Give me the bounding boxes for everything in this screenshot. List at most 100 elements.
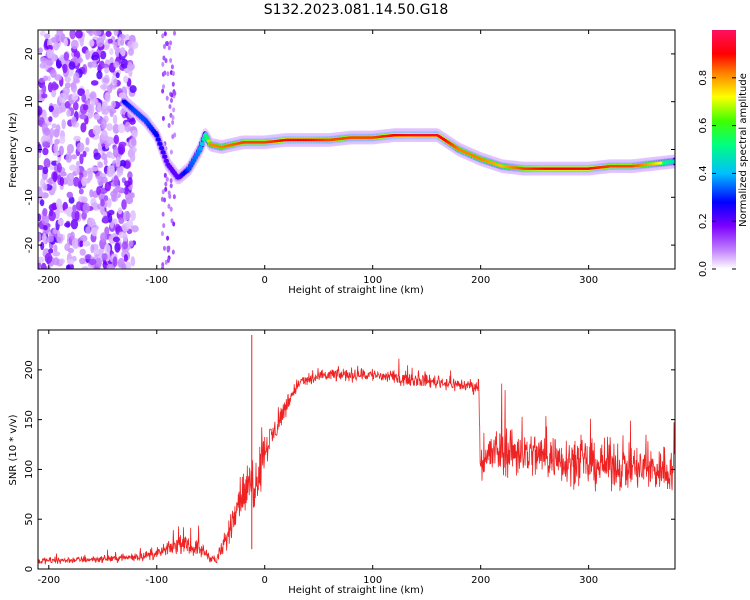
spectrogram-ridge-mid [160, 150, 166, 155]
spectrogram-noise-blob [75, 201, 82, 211]
spectrogram-noise-blob [39, 62, 47, 69]
spectrogram-noise-blob [164, 181, 168, 187]
spectrogram-noise-blob [130, 256, 136, 267]
spectrogram-noise-blob [82, 104, 89, 111]
spectrogram-noise-blob [38, 213, 42, 222]
spectrogram-noise-blob [169, 98, 173, 104]
spectrogram-noise-blob [167, 45, 171, 51]
spectrogram-noise-blob [127, 149, 135, 158]
spectrogram-noise-blob [117, 123, 126, 134]
spectrogram-noise-blob [162, 245, 166, 251]
spectrogram-noise-blob [163, 197, 167, 203]
spectrogram-noise-blob [106, 197, 112, 208]
spectrogram-noise-blob [164, 58, 168, 64]
spectrogram-noise-blob [64, 76, 71, 83]
spectrogram-noise-blob [102, 77, 109, 83]
spectrogram-noise-blob [69, 30, 76, 40]
spectrogram-noise-blob [70, 39, 79, 50]
spectrogram-noise-blob [41, 93, 48, 99]
spectrogram-noise-blob [115, 72, 120, 79]
spectrogram-noise-blob [131, 41, 139, 49]
spectrogram-y-ticks: -20 -10 0 10 20 [24, 48, 675, 253]
colorbar-gradient [712, 30, 736, 269]
spectrogram-noise-blob [122, 232, 128, 243]
spectrogram-noise-blob [71, 210, 76, 220]
spectrogram-noise-blob [161, 189, 165, 195]
spectrogram-noise-blob [112, 123, 120, 134]
spectrogram-noise-blob [127, 177, 133, 186]
spectrogram-noise-blob [62, 63, 68, 74]
spectrogram-noise-blob [129, 192, 135, 199]
spectrogram-background [38, 30, 675, 269]
spectrogram-noise-blob [55, 124, 61, 134]
spectrogram-noise-blob [51, 123, 57, 129]
snr-x-tick-label: -200 [37, 575, 60, 586]
spectrogram-noise-blob [44, 252, 53, 264]
spectrogram-noise-blob [57, 218, 64, 226]
spectrogram-noise-blob [128, 240, 134, 247]
spectrogram-noise-blob [45, 59, 54, 66]
spectrogram-noise-blob [52, 251, 61, 257]
spectrogram-noise-blob [73, 135, 81, 142]
spectrogram-noise-blob [53, 143, 59, 154]
spectrogram-noise-blob [130, 136, 137, 147]
spectrogram-noise-blob [161, 61, 165, 67]
spectrogram-noise-blob [172, 89, 176, 95]
spectrogram-noise-blob [84, 146, 90, 153]
snr-x-tick-label: 300 [579, 575, 598, 586]
spectrogram-noise-blob [171, 81, 175, 87]
colorbar: 0.0 0.2 0.4 0.6 0.8 Normalized spectral ampl… [698, 30, 749, 277]
spectrogram-noise-blob [85, 226, 91, 234]
spectrogram-noise-blob [115, 156, 121, 168]
spectrogram-noise-blob [117, 257, 125, 268]
spectrogram-y-tick-label: 10 [24, 95, 35, 108]
spectrogram-noise-blob [169, 206, 173, 212]
spectrogram-ridge-mid [155, 137, 161, 142]
spectrogram-noise-blob [171, 115, 175, 121]
colorbar-ticks: 0.0 0.2 0.4 0.6 0.8 [698, 70, 736, 277]
snr-x-tick-label: -100 [145, 575, 168, 586]
spectrogram-noise-blob [113, 61, 120, 68]
spectrogram-noise-blob [56, 59, 62, 69]
spectrogram-noise-blob [64, 82, 71, 89]
spectrogram-noise-blob [161, 262, 165, 268]
snr-x-ticks: -200 -100 0 100 200 300 [37, 330, 598, 586]
spectrogram-noise-blob [100, 84, 108, 90]
spectrogram-noise-blob [81, 196, 88, 204]
spectrogram-noise-blob [42, 141, 50, 149]
spectrogram-noise-blob [56, 30, 64, 37]
spectrogram-noise-blob [85, 49, 90, 61]
spectrogram-noise-blob [47, 44, 53, 51]
colorbar-tick-label: 0.6 [698, 118, 709, 134]
spectrogram-noise-blob [85, 254, 92, 260]
spectrogram-noise-blob [80, 122, 87, 133]
spectrogram-noise-blob [112, 256, 118, 268]
spectrogram-noise-blob [51, 81, 58, 91]
spectrogram-noise-blob [109, 110, 114, 118]
spectrogram-noise-blob [71, 237, 79, 249]
spectrogram-noise-blob [114, 242, 121, 253]
spectrogram-noise-blob [129, 85, 137, 94]
snr-y-tick-label: 200 [24, 360, 35, 379]
spectrogram-y-tick-label: 20 [24, 48, 35, 61]
spectrogram-noise-blob [61, 119, 66, 130]
spectrogram-noise-blob [165, 41, 169, 47]
spectrogram-noise-blob [167, 122, 171, 128]
spectrogram-noise-blob [70, 83, 77, 93]
spectrogram-noise-blob [85, 30, 93, 34]
spectrogram-noise-blob [163, 31, 167, 37]
spectrogram-noise-blob [127, 61, 133, 72]
spectrogram-noise-blob [85, 137, 90, 146]
spectrogram-noise-blob [106, 168, 114, 178]
spectrogram-noise-blob [55, 198, 63, 210]
spectrogram-ridge-mid [162, 154, 168, 159]
spectrogram-noise-blob [70, 218, 79, 230]
spectrogram-noise-blob [113, 175, 119, 187]
spectrogram-noise-blob [40, 57, 48, 64]
spectrogram-noise-blob [161, 211, 165, 217]
spectrogram-noise-blob [59, 176, 65, 187]
spectrogram-noise-blob [120, 58, 129, 69]
spectrogram-ridge-core [658, 161, 663, 165]
spectrogram-noise-blob [96, 70, 103, 80]
spectrogram-noise-blob [118, 217, 125, 224]
